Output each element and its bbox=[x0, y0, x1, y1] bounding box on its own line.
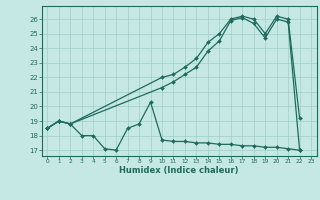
X-axis label: Humidex (Indice chaleur): Humidex (Indice chaleur) bbox=[119, 166, 239, 175]
